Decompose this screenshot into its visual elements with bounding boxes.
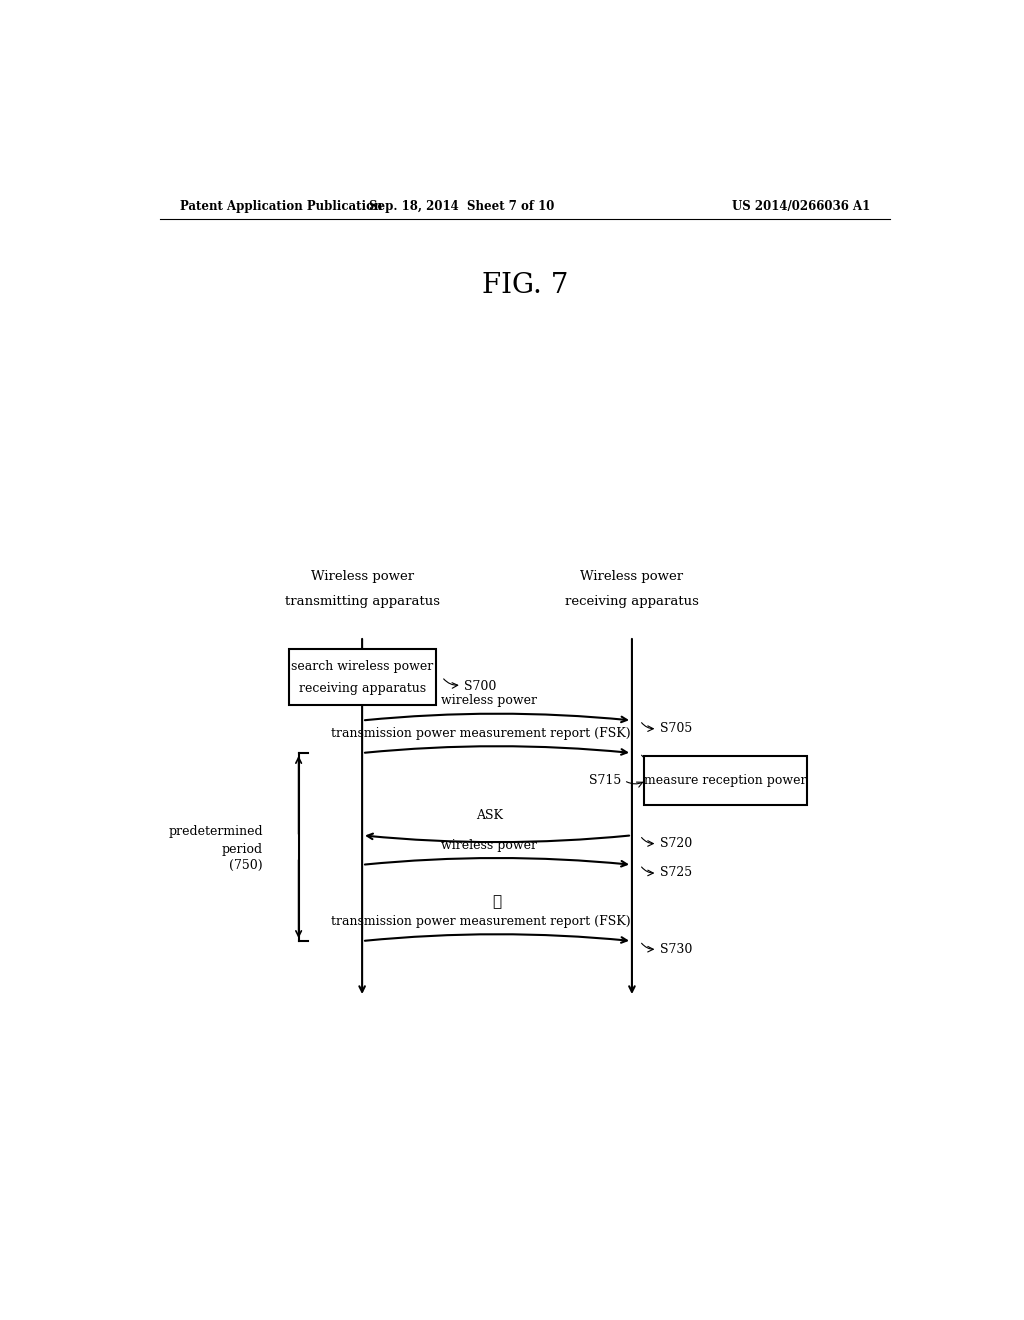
Text: ASK: ASK (475, 809, 503, 822)
Text: ⋮: ⋮ (493, 895, 502, 909)
Text: S730: S730 (659, 942, 692, 956)
Text: S710: S710 (659, 755, 692, 768)
Text: S700: S700 (464, 680, 497, 693)
Text: receiving apparatus: receiving apparatus (299, 682, 426, 696)
Text: S720: S720 (659, 837, 692, 850)
Text: wireless power: wireless power (441, 838, 537, 851)
Text: receiving apparatus: receiving apparatus (565, 594, 698, 607)
Text: (750): (750) (229, 859, 263, 871)
Text: transmitting apparatus: transmitting apparatus (285, 594, 439, 607)
Text: FIG. 7: FIG. 7 (481, 272, 568, 298)
Text: S725: S725 (659, 866, 692, 879)
Text: transmission power measurement report (FSK): transmission power measurement report (F… (332, 727, 631, 739)
Text: wireless power: wireless power (441, 694, 537, 708)
Text: search wireless power: search wireless power (291, 660, 433, 673)
Text: Sep. 18, 2014  Sheet 7 of 10: Sep. 18, 2014 Sheet 7 of 10 (369, 199, 554, 213)
Text: Wireless power: Wireless power (310, 570, 414, 583)
Text: S705: S705 (659, 722, 692, 735)
Text: Wireless power: Wireless power (581, 570, 683, 583)
Text: Patent Application Publication: Patent Application Publication (179, 199, 382, 213)
Bar (289, 649, 435, 705)
Bar (644, 756, 807, 805)
Text: transmission power measurement report (FSK): transmission power measurement report (F… (332, 915, 631, 928)
Text: S715: S715 (590, 774, 622, 787)
Text: period: period (222, 842, 263, 855)
Text: US 2014/0266036 A1: US 2014/0266036 A1 (732, 199, 870, 213)
Text: predetermined: predetermined (168, 825, 263, 838)
Text: measure reception power: measure reception power (644, 774, 807, 787)
